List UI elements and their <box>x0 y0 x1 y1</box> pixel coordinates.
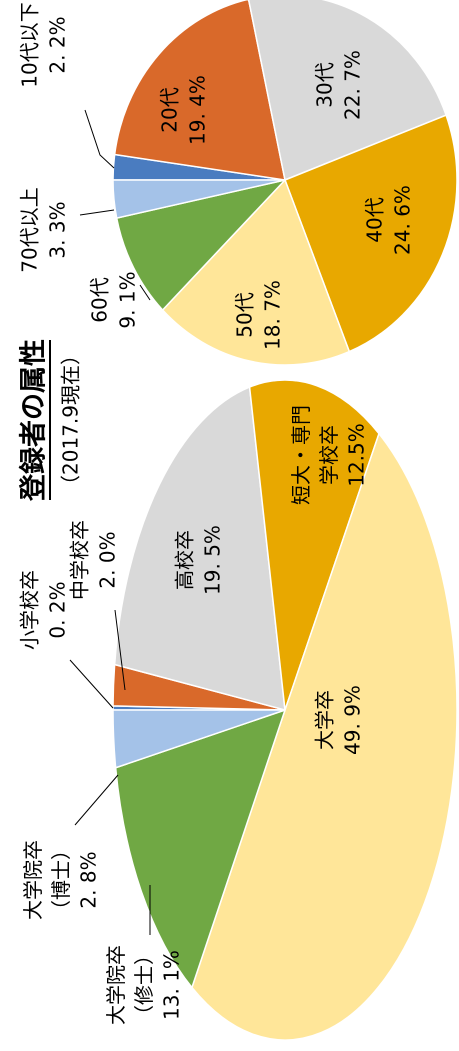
slice-value-label: 18. 7% <box>261 280 285 350</box>
slice-value-label: 19. 4% <box>186 75 210 145</box>
pie-slice <box>284 114 458 353</box>
pie-slice <box>115 178 288 312</box>
slice-value-label: 0. 2% <box>46 581 70 638</box>
leader-line <box>139 284 151 301</box>
slice-label: 大学卒 <box>313 690 337 750</box>
slice-label: 短大・専門 学校卒 <box>289 405 341 505</box>
slice-value-label: 2. 2% <box>46 16 70 73</box>
pie-slice <box>113 0 286 181</box>
pie-slice <box>248 379 380 711</box>
pie-slice <box>191 432 458 1041</box>
slice-label: 大学院卒 （博士） <box>21 840 73 920</box>
slice-value-label: 13. 1% <box>160 950 184 1020</box>
leader-line <box>114 609 126 691</box>
slice-label: 高校卒 <box>173 530 197 590</box>
leader-line <box>84 109 115 169</box>
slice-value-label: 49. 9% <box>341 685 365 755</box>
slice-label: 20代 <box>158 87 182 132</box>
slice-value-label: 9. 1% <box>116 271 140 328</box>
slice-label: 30代 <box>313 62 337 107</box>
slice-value-label: 2. 8% <box>77 851 101 908</box>
chart-title: 登録者の属性 <box>18 339 50 502</box>
slice-value-label: 12.5% <box>345 423 369 487</box>
slice-value-label: 24. 6% <box>391 185 415 255</box>
leader-line <box>74 774 119 826</box>
pie-slice <box>114 708 287 990</box>
slice-value-label: 3. 3% <box>46 201 70 258</box>
slice-label: 40代 <box>363 197 387 242</box>
slice-label: 10代以下 <box>18 2 42 87</box>
slice-label: 70代以上 <box>18 187 42 272</box>
slice-label: 小学校卒 <box>18 570 42 650</box>
leader-line <box>69 659 114 709</box>
slice-value-label: 22. 7% <box>341 50 365 120</box>
chart-subtitle: （2017.9現在） <box>59 345 83 495</box>
slice-label: 中学校卒 <box>68 520 92 600</box>
pie-slice <box>112 709 286 769</box>
slice-label: 60代 <box>88 277 112 322</box>
pie-slice <box>113 386 286 712</box>
leader-line <box>79 209 115 216</box>
slice-label: 50代 <box>233 292 257 337</box>
slice-value-label: 19. 5% <box>201 525 225 595</box>
pie-slice <box>112 179 286 219</box>
pie-slice <box>161 178 351 366</box>
slice-value-label: 2. 0% <box>96 531 120 588</box>
slice-label: 大学院卒 （修士） <box>104 945 156 1025</box>
